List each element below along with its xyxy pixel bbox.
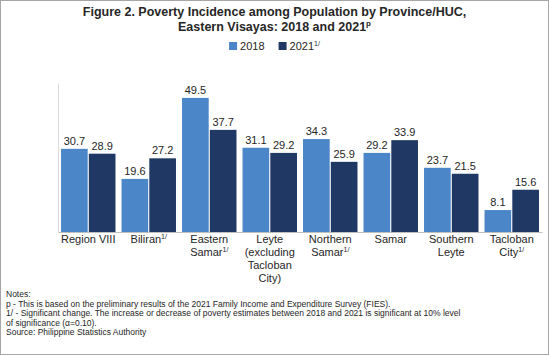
data-label: 28.9 <box>91 140 112 152</box>
legend-item: 2018 <box>229 40 264 52</box>
x-tick-label-line: City <box>499 246 518 258</box>
x-tick-label: TaclobanCity1/ <box>490 233 534 258</box>
bar <box>122 179 149 232</box>
x-tick-label-line: Tacloban <box>490 233 534 245</box>
x-tick-label-line: Region VIII <box>61 233 115 245</box>
series-bars <box>61 98 511 232</box>
x-tick-label: Region VIII <box>61 233 115 245</box>
bar <box>210 130 237 232</box>
bars <box>61 98 539 232</box>
x-tick: EasternSamar1/ <box>190 233 228 258</box>
data-label: 33.9 <box>394 126 415 138</box>
legend-label: 2018 <box>240 40 264 52</box>
y-axis <box>58 84 59 233</box>
bar <box>89 154 116 232</box>
data-label: 23.7 <box>427 154 448 166</box>
legend-label: 20211/ <box>290 40 320 52</box>
bar <box>270 153 297 232</box>
title-line: Figure 2. Poverty Incidence among Popula… <box>83 5 466 19</box>
x-tick-label: Biliran1/ <box>131 233 167 245</box>
x-tick-note: 1/ <box>161 233 167 240</box>
legend-swatch <box>229 42 237 50</box>
title-note: p <box>366 19 371 28</box>
x-tick-note: 1/ <box>223 246 229 253</box>
data-label: 19.6 <box>124 165 145 177</box>
x-tick-label-line: Biliran <box>131 233 162 245</box>
data-label: 31.1 <box>245 134 266 146</box>
bar <box>512 190 539 232</box>
title: Figure 2. Poverty Incidence among Popula… <box>83 5 466 34</box>
x-tick-label-line: City) <box>258 272 281 284</box>
x-tick-label-line: Leyte <box>438 246 465 258</box>
x-tick-label: NorthernSamar1/ <box>309 233 352 258</box>
title-line: Eastern Visayas: 2018 and 2021 <box>178 20 366 34</box>
bar <box>452 174 479 232</box>
x-tick-note: 1/ <box>344 246 350 253</box>
bar <box>485 210 512 232</box>
x-tick-label-line: Leyte <box>256 233 283 245</box>
data-label: 30.7 <box>64 135 85 147</box>
x-tick-label-line: Southern <box>429 233 474 245</box>
bar <box>303 139 330 232</box>
x-tick-label: Leyte(excludingTaclobanCity) <box>245 233 295 284</box>
bar <box>364 153 391 232</box>
x-tick: TaclobanCity1/ <box>490 233 534 258</box>
data-label: 34.3 <box>306 125 327 137</box>
x-tick-label: EasternSamar1/ <box>190 233 228 258</box>
x-tick: Region VIII <box>61 233 115 245</box>
bar <box>331 162 358 232</box>
x-tick: Samar <box>375 233 408 245</box>
x-tick-label: SouthernLeyte <box>429 233 474 258</box>
x-tick-label-line: Samar <box>190 246 223 258</box>
data-label: 8.1 <box>490 196 505 208</box>
note: p - This is based on the preliminary res… <box>6 299 390 309</box>
source: Source: Philippine Statistics Authority <box>6 327 147 337</box>
note: of significance (α=0.10). <box>6 318 97 328</box>
data-label: 27.2 <box>152 144 173 156</box>
x-tick-label-line: (excluding <box>245 246 295 258</box>
legend-text: 2018 <box>240 40 264 52</box>
data-label: 25.9 <box>333 148 354 160</box>
x-tick-note: 1/ <box>518 246 524 253</box>
data-label: 15.6 <box>515 176 536 188</box>
data-label: 29.2 <box>273 139 294 151</box>
bar <box>182 98 209 232</box>
chart: Figure 2. Poverty Incidence among Popula… <box>0 0 549 355</box>
bar <box>243 148 270 232</box>
bar <box>424 168 451 232</box>
x-tick-label-line: Eastern <box>190 233 228 245</box>
bar <box>61 149 88 232</box>
x-tick: NorthernSamar1/ <box>309 233 352 258</box>
legend-swatch <box>279 42 287 50</box>
legend-note: 1/ <box>314 40 320 47</box>
data-label: 21.5 <box>454 160 475 172</box>
notes: Notes:p - This is based on the prelimina… <box>6 289 461 337</box>
x-tick-label: Samar <box>375 233 408 245</box>
x-tick-label-line: Samar <box>375 233 408 245</box>
x-tick: Biliran1/ <box>131 233 167 245</box>
y-axis-line <box>58 84 59 233</box>
x-tick-label-line: Samar <box>311 246 344 258</box>
frame <box>1 1 549 355</box>
data-label: 29.2 <box>366 139 387 151</box>
data-labels: 30.7 19.6 49.5 31.1 34.3 29.2 23.7 8.1 28.9 27.2 3… <box>64 84 537 208</box>
legend-item: 20211/ <box>279 40 320 52</box>
data-label: 49.5 <box>185 84 206 96</box>
x-axis: Region VIIIBiliran1/EasternSamar1/Leyte(… <box>59 233 543 285</box>
x-tick-label-line: Tacloban <box>248 259 292 271</box>
data-label: 37.7 <box>212 116 233 128</box>
x-tick-label-line: Northern <box>309 233 352 245</box>
x-tick: Leyte(excludingTaclobanCity) <box>245 233 295 284</box>
bar <box>391 140 418 232</box>
series-bars <box>89 130 539 232</box>
bar <box>149 158 176 232</box>
note: Notes: <box>6 289 31 299</box>
legend: 2018 20211/ <box>229 40 320 52</box>
note: 1/ - Significant change. The increase or… <box>6 308 461 318</box>
legend-text: 2021 <box>290 40 314 52</box>
x-tick: SouthernLeyte <box>429 233 474 258</box>
